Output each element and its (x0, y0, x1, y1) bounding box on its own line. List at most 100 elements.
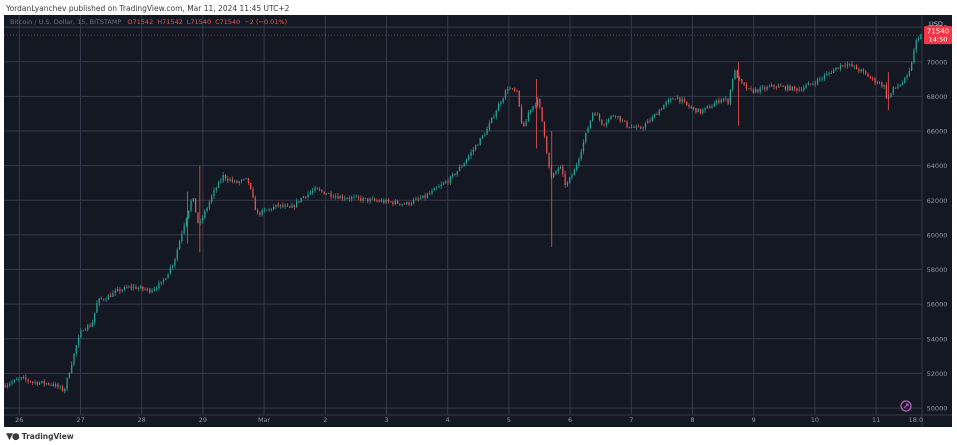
candle-body (674, 98, 676, 100)
candle-body (240, 179, 243, 182)
candle-body (369, 198, 371, 202)
candle-body (906, 75, 908, 78)
candle-body (77, 337, 80, 346)
candle-body (644, 123, 647, 128)
candle-body (679, 97, 681, 102)
currency-label[interactable]: USD (929, 20, 943, 28)
candle-body (38, 382, 41, 385)
candle-body (71, 364, 73, 373)
candle-body (172, 265, 174, 268)
candle-body (291, 205, 293, 208)
candle-body (532, 106, 534, 110)
candle-body (174, 259, 176, 266)
x-tick-label: 10 (811, 416, 819, 424)
candle-body (589, 120, 592, 129)
candle-body (821, 78, 823, 80)
candle-body (452, 174, 454, 177)
candle-body (800, 89, 803, 91)
candle-body (539, 98, 541, 107)
candle-body (348, 198, 351, 200)
candle-body (229, 179, 231, 181)
candle-body (185, 218, 188, 226)
candle-body (720, 99, 722, 103)
tradingview-logo[interactable]: ▼● TradingView (6, 431, 74, 442)
candle-body (380, 200, 383, 202)
candle-body (162, 280, 165, 282)
candle-body (247, 178, 250, 183)
candle-body (773, 84, 775, 87)
candle-body (422, 195, 424, 199)
candle-body (100, 298, 103, 300)
candle-body (642, 127, 644, 129)
candle-body (312, 190, 314, 193)
x-tick-label: 9 (752, 416, 756, 424)
candle-body (263, 209, 266, 211)
candle-body (686, 101, 688, 105)
candle-body (153, 288, 155, 291)
candle-body (456, 171, 458, 175)
candle-body (596, 114, 598, 116)
candle-body (787, 85, 789, 90)
candle-body (25, 377, 27, 380)
candle-body (915, 40, 917, 51)
candle-body (458, 166, 461, 172)
candle-body (837, 67, 839, 69)
candle-body (782, 86, 784, 87)
candle-body (507, 89, 509, 91)
candle-body (227, 178, 229, 181)
candle-body (709, 106, 711, 109)
x-tick-label: 28 (138, 416, 146, 424)
candle-body (91, 322, 93, 327)
candle-body (116, 289, 119, 291)
candle-body (424, 195, 426, 198)
x-tick-label: 3 (384, 416, 388, 424)
candle-body (481, 135, 484, 139)
candle-body (518, 90, 520, 107)
candle-body (254, 197, 256, 211)
candle-body (339, 196, 341, 199)
candle-body (865, 71, 867, 74)
candle-body (392, 201, 394, 205)
candle-body (204, 211, 206, 218)
cycle-icon[interactable] (900, 400, 912, 412)
candle-body (385, 199, 387, 203)
candle-body (252, 189, 254, 198)
candle-body (275, 204, 277, 207)
candle-body (702, 109, 704, 114)
candle-body (57, 384, 59, 388)
candle-body (133, 286, 135, 288)
candle-body (807, 83, 810, 86)
candle-body (823, 75, 826, 79)
candle-body (830, 72, 832, 74)
candle-body (149, 288, 151, 293)
x-tick-label: 6 (568, 416, 572, 424)
candle-body (261, 210, 263, 215)
candle-body (631, 127, 633, 128)
candle-body (419, 198, 422, 199)
candle-body (123, 287, 126, 290)
candle-body (860, 69, 862, 72)
candle-body (41, 381, 43, 383)
candle-body (190, 201, 192, 211)
candle-body (110, 295, 112, 297)
candle-body (201, 217, 204, 221)
candle-body (18, 378, 20, 380)
candle-body (215, 188, 217, 190)
price-chart[interactable]: 50000 52000 54000 56000 58000 60000 62000 64000… (4, 15, 952, 427)
candle-body (635, 126, 637, 128)
last-price-value: 71540 (927, 28, 949, 36)
candle-body (362, 197, 364, 201)
candle-body (777, 85, 780, 88)
candle-body (536, 98, 539, 106)
candle-body (286, 205, 289, 207)
candle-body (874, 78, 876, 83)
candle-body (121, 289, 123, 292)
candle-body (213, 189, 215, 197)
candle-body (619, 116, 621, 121)
candle-body (178, 241, 181, 250)
chart-panel[interactable]: 50000 52000 54000 56000 58000 60000 62000 64000… (4, 15, 952, 427)
candle-body (378, 200, 380, 202)
candle-body (520, 106, 523, 123)
x-tick-label: 29 (199, 416, 207, 424)
candle-body (13, 379, 15, 382)
